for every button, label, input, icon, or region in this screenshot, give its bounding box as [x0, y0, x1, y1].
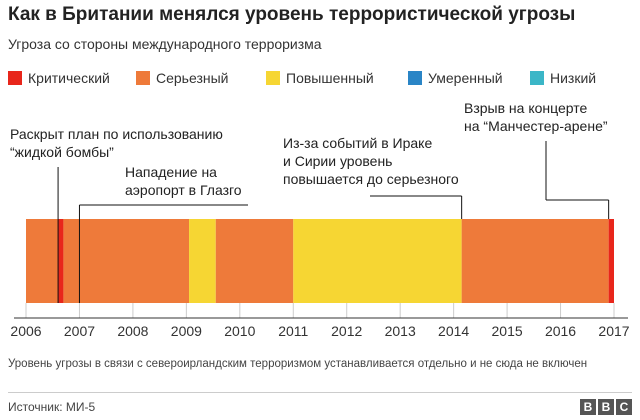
x-tick-label: 2007	[64, 323, 95, 339]
source-note: Источник: МИ-5	[8, 400, 96, 414]
annotation-label: на “Манчестер-арене”	[464, 118, 608, 134]
annotation-label: Из-за событий в Ираке	[283, 135, 432, 151]
x-tick-label: 2010	[224, 323, 255, 339]
annotation-label: Нападение на	[125, 164, 217, 180]
x-tick-label: 2009	[171, 323, 202, 339]
annotation-label: повышается до серьезного	[283, 171, 459, 187]
legend-label-substantial: Повышенный	[286, 70, 374, 86]
legend-swatch-moderate	[408, 71, 422, 85]
legend-swatch-critical	[8, 71, 22, 85]
legend-item-substantial: Повышенный	[266, 68, 374, 88]
bbc-logo-letter: C	[616, 399, 632, 415]
footnote: Уровень угрозы в связи с североирландски…	[8, 358, 588, 370]
timeline-chart: 2006 2007 2008 2009 2010 2011 2012 2013 2014 2015…	[10, 100, 630, 339]
x-tick-label: 2012	[331, 323, 362, 339]
chart-title: Как в Британии менялся уровень террорист…	[8, 4, 576, 25]
legend-item-moderate: Умеренный	[408, 68, 503, 88]
timeline-segment	[461, 219, 609, 303]
legend-swatch-severe	[136, 71, 150, 85]
legend-item-severe: Серьезный	[136, 68, 229, 88]
bbc-logo-letter: B	[580, 399, 596, 415]
x-tick-label: 2016	[545, 323, 576, 339]
legend-label-moderate: Умеренный	[428, 70, 503, 86]
timeline-segment	[26, 219, 59, 303]
x-tick-label: 2015	[492, 323, 523, 339]
bbc-logo-letter: B	[598, 399, 614, 415]
legend-swatch-substantial	[266, 71, 280, 85]
timeline-segment	[608, 219, 614, 303]
legend-item-critical: Критический	[8, 68, 110, 88]
annotation-label: “жидкой бомбы”	[10, 144, 114, 160]
x-tick-label: 2014	[438, 323, 469, 339]
annotation-label: аэропорт в Глазго	[125, 182, 242, 198]
legend-label-critical: Критический	[28, 70, 110, 86]
legend-label-severe: Серьезный	[156, 70, 229, 86]
legend-item-low: Низкий	[530, 68, 596, 88]
timeline-segment	[293, 219, 462, 303]
x-tick-label: 2006	[10, 323, 41, 339]
timeline-segment	[215, 219, 294, 303]
annotation-label: Раскрыт план по использованию	[10, 126, 223, 142]
annotation-label: Взрыв на концерте	[464, 100, 588, 116]
x-tick-label: 2008	[117, 323, 148, 339]
chart-subtitle: Угроза со стороны международного террори…	[8, 36, 322, 52]
timeline-segment	[58, 219, 64, 303]
annotation-label: и Сирии уровень	[283, 153, 392, 169]
x-tick-label: 2017	[598, 323, 629, 339]
legend-swatch-low	[530, 71, 544, 85]
legend: Критический Серьезный Повышенный Умеренн…	[8, 68, 628, 88]
timeline-segment	[63, 219, 190, 303]
timeline-segment	[189, 219, 216, 303]
x-tick-label: 2013	[385, 323, 416, 339]
bbc-logo: B B C	[580, 399, 632, 415]
x-tick-label: 2011	[278, 323, 308, 339]
footer-divider	[8, 392, 632, 393]
legend-label-low: Низкий	[550, 70, 597, 86]
